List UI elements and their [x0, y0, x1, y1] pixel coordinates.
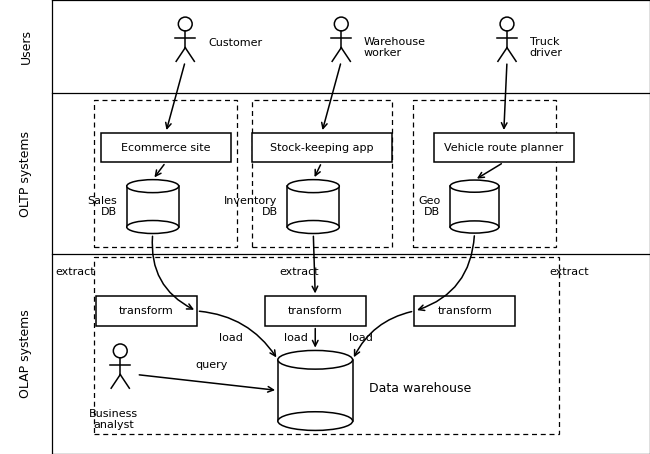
Text: Sales
DB: Sales DB — [87, 196, 117, 217]
Text: Warehouse
worker: Warehouse worker — [364, 37, 426, 59]
Text: Ecommerce site: Ecommerce site — [121, 143, 211, 153]
Text: extract: extract — [280, 267, 318, 277]
Text: Business
analyst: Business analyst — [89, 409, 138, 430]
Text: Vehicle route planner: Vehicle route planner — [444, 143, 564, 153]
Ellipse shape — [287, 180, 339, 192]
Text: Geo
DB: Geo DB — [418, 196, 441, 217]
Text: Inventory
DB: Inventory DB — [224, 196, 278, 217]
Text: Data warehouse: Data warehouse — [369, 382, 471, 395]
FancyBboxPatch shape — [96, 296, 196, 326]
Ellipse shape — [178, 17, 192, 31]
Text: transform: transform — [437, 306, 492, 316]
Ellipse shape — [450, 180, 499, 192]
Text: OLTP systems: OLTP systems — [20, 131, 32, 217]
Text: extract: extract — [55, 267, 94, 277]
Polygon shape — [127, 186, 179, 227]
Text: load: load — [219, 333, 242, 343]
FancyBboxPatch shape — [434, 133, 573, 162]
Text: load: load — [284, 333, 307, 343]
Text: Customer: Customer — [208, 38, 262, 48]
FancyBboxPatch shape — [415, 296, 515, 326]
Text: Stock-keeping app: Stock-keeping app — [270, 143, 374, 153]
Ellipse shape — [500, 17, 514, 31]
FancyBboxPatch shape — [252, 133, 391, 162]
Text: extract: extract — [549, 267, 588, 277]
Ellipse shape — [287, 221, 339, 233]
Ellipse shape — [450, 221, 499, 233]
Ellipse shape — [113, 344, 127, 358]
Ellipse shape — [127, 180, 179, 192]
FancyBboxPatch shape — [101, 133, 231, 162]
Polygon shape — [450, 186, 499, 227]
Ellipse shape — [278, 412, 352, 430]
Ellipse shape — [127, 221, 179, 233]
Polygon shape — [278, 360, 352, 421]
Text: transform: transform — [288, 306, 343, 316]
Text: load: load — [349, 333, 372, 343]
FancyBboxPatch shape — [265, 296, 365, 326]
Text: OLAP systems: OLAP systems — [20, 310, 32, 399]
Text: query: query — [195, 360, 228, 370]
Text: Users: Users — [20, 29, 32, 64]
Text: transform: transform — [119, 306, 174, 316]
Polygon shape — [287, 186, 339, 227]
Ellipse shape — [334, 17, 348, 31]
Text: Truck
driver: Truck driver — [530, 37, 563, 59]
Ellipse shape — [278, 350, 352, 369]
